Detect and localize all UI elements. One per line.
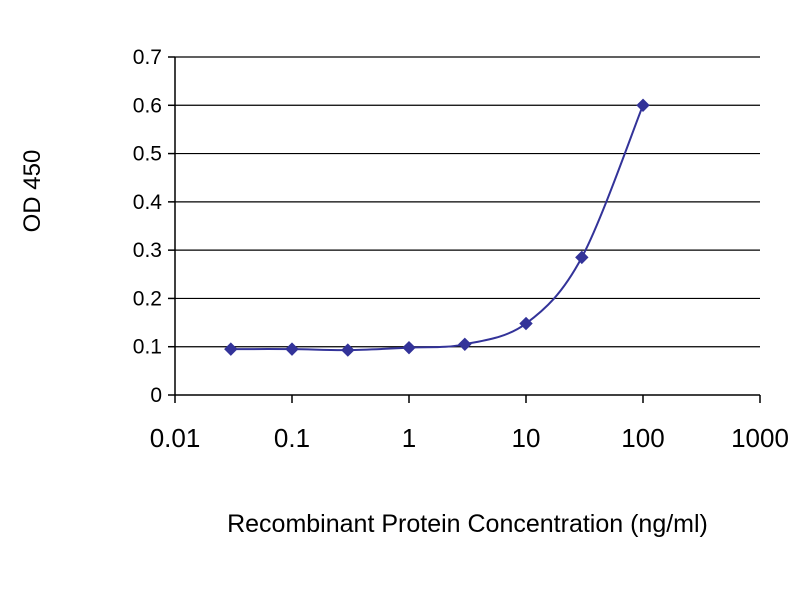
y-tick-label: 0.6 [133, 94, 162, 117]
x-tick-label: 1 [402, 423, 416, 453]
y-tick-label: 0.4 [133, 191, 163, 214]
y-tick-label: 0.7 [133, 46, 162, 69]
y-tick-label: 0.3 [133, 239, 162, 262]
x-axis-label: Recombinant Protein Concentration (ng/ml… [227, 510, 708, 538]
data-point-marker [575, 250, 589, 265]
data-point-marker [285, 342, 299, 356]
data-point-marker [519, 316, 533, 331]
x-tick-label: 1000 [731, 423, 789, 453]
y-tick-label: 0.1 [133, 336, 162, 359]
data-point-marker [224, 342, 238, 356]
data-point-marker [458, 337, 472, 352]
x-tick-label: 100 [621, 423, 664, 453]
data-point-marker [341, 343, 355, 357]
x-tick-label: 0.1 [274, 423, 310, 453]
data-point-marker [636, 98, 650, 112]
y-tick-label: 0 [150, 384, 162, 407]
y-axis-label: OD 450 [19, 150, 46, 233]
data-series-line [230, 104, 644, 352]
x-tick-label: 0.01 [150, 423, 201, 453]
x-tick-label: 10 [512, 423, 541, 453]
y-tick-label: 0.5 [133, 143, 162, 166]
data-point-marker [402, 340, 416, 355]
y-tick-label: 0.2 [133, 287, 162, 310]
